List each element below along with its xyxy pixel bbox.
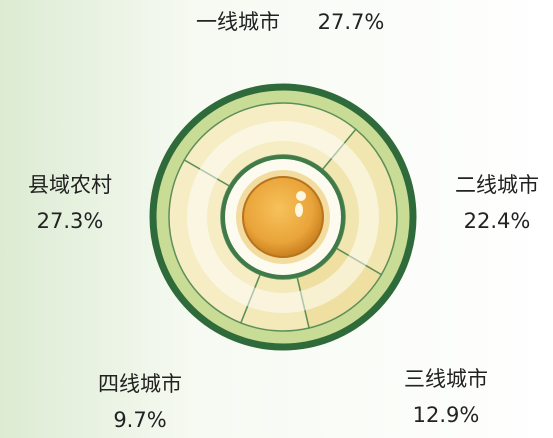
value-label: 27.3%	[37, 209, 104, 233]
value-label: 12.9%	[413, 403, 480, 427]
chart: 一线城市 27.7% 二线城市 22.4% 三线城市 12.9% 四线城市 9.7% 县域农村 2…	[0, 0, 553, 438]
category-label: 县域农村	[28, 173, 112, 197]
value-label: 27.7%	[318, 10, 385, 34]
category-label: 四线城市	[98, 372, 182, 396]
coin-shine	[296, 191, 306, 201]
category-label: 二线城市	[455, 173, 539, 197]
category-label: 三线城市	[404, 367, 488, 391]
coin	[243, 177, 323, 257]
coin-shine	[295, 203, 303, 217]
category-label: 一线城市	[196, 10, 280, 34]
value-label: 9.7%	[113, 408, 166, 432]
value-label: 22.4%	[464, 209, 531, 233]
